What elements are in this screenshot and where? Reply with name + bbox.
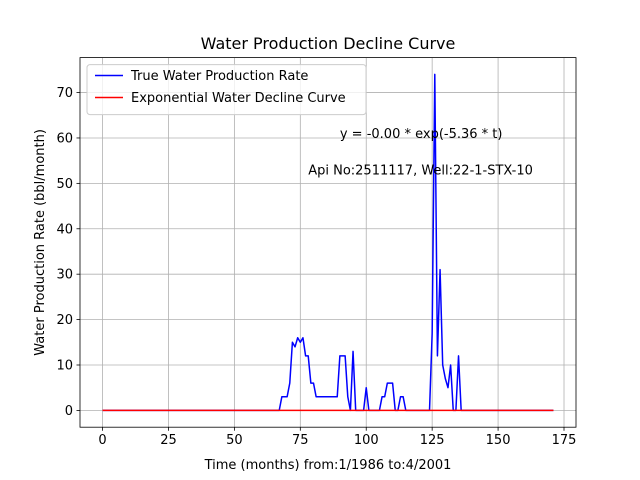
x-tick-label: 25 (160, 433, 177, 448)
x-axis-label: Time (months) from:1/1986 to:4/2001 (204, 458, 452, 473)
x-tick-label: 75 (292, 433, 309, 448)
legend-label-true-rate: True Water Production Rate (130, 69, 308, 84)
x-axis: 0 25 50 75 100 125 150 175 (98, 427, 576, 448)
y-tick-label: 0 (65, 404, 73, 419)
annotations: y = -0.00 * exp(-5.36 * t) Api No:2511117… (308, 127, 533, 178)
y-tick-label: 30 (56, 268, 73, 283)
equation-annotation: y = -0.00 * exp(-5.36 * t) (340, 127, 503, 142)
plot-frame (79, 57, 577, 428)
y-tick-label: 40 (56, 222, 73, 237)
legend-label-exponential-curve: Exponential Water Decline Curve (131, 91, 346, 106)
y-tick-label: 10 (56, 358, 73, 373)
y-tick-label: 60 (56, 131, 73, 146)
y-tick-label: 70 (56, 86, 73, 101)
x-tick-label: 0 (98, 433, 106, 448)
series-group (102, 73, 554, 412)
chart-title: Water Production Decline Curve (201, 34, 456, 53)
x-tick-label: 175 (552, 433, 577, 448)
legend-box (86, 64, 367, 116)
x-tick-label: 50 (226, 433, 243, 448)
y-tick-label: 50 (56, 177, 73, 192)
x-tick-label: 125 (420, 433, 445, 448)
legend: True Water Production Rate Exponential W… (86, 64, 367, 116)
y-tick-label: 20 (56, 313, 73, 328)
y-axis: 0 10 20 30 40 50 60 70 (56, 86, 80, 419)
y-axis-label: Water Production Rate (bbl/month) (33, 129, 48, 356)
x-tick-label: 150 (486, 433, 511, 448)
x-tick-label: 100 (354, 433, 379, 448)
well-annotation: Api No:2511117, Well:22-1-STX-10 (308, 163, 533, 178)
